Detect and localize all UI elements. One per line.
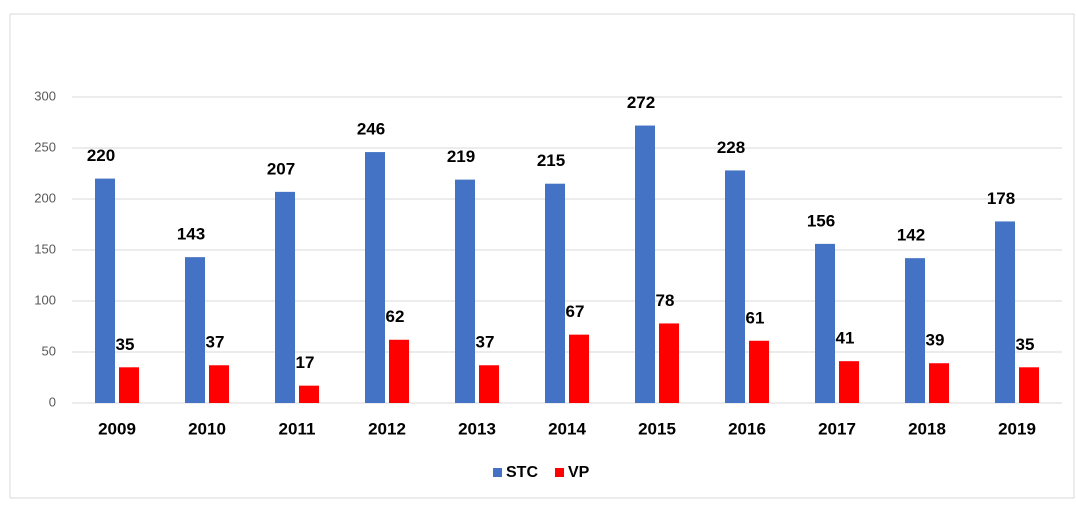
legend-label: STC bbox=[506, 464, 538, 481]
bar bbox=[185, 257, 205, 403]
bar bbox=[209, 365, 229, 403]
bar bbox=[839, 361, 859, 403]
x-tick-label: 2012 bbox=[368, 419, 406, 438]
data-label: 178 bbox=[987, 189, 1015, 208]
x-tick-label: 2010 bbox=[188, 419, 226, 438]
data-label: 156 bbox=[807, 211, 835, 230]
y-tick-label: 300 bbox=[34, 88, 56, 103]
data-label: 17 bbox=[296, 353, 315, 372]
legend-swatch bbox=[555, 468, 564, 477]
bar bbox=[635, 125, 655, 403]
data-label: 62 bbox=[386, 307, 405, 326]
bar bbox=[995, 221, 1015, 403]
data-label: 220 bbox=[87, 146, 115, 165]
data-label: 142 bbox=[897, 226, 925, 245]
data-label: 215 bbox=[537, 151, 565, 170]
bar bbox=[299, 385, 319, 403]
data-label: 37 bbox=[476, 333, 495, 352]
data-label: 67 bbox=[566, 302, 585, 321]
x-tick-label: 2015 bbox=[638, 419, 676, 438]
y-tick-label: 50 bbox=[42, 343, 56, 358]
bar bbox=[749, 340, 769, 403]
x-tick-label: 2013 bbox=[458, 419, 496, 438]
bar bbox=[545, 183, 565, 403]
bar bbox=[905, 258, 925, 403]
x-tick-label: 2018 bbox=[908, 419, 946, 438]
x-tick-label: 2016 bbox=[728, 419, 766, 438]
bar bbox=[95, 178, 115, 403]
data-label: 207 bbox=[267, 159, 295, 178]
bar bbox=[929, 363, 949, 403]
legend-label: VP bbox=[568, 464, 590, 481]
x-tick-label: 2017 bbox=[818, 419, 856, 438]
x-tick-label: 2009 bbox=[98, 419, 136, 438]
bar bbox=[455, 179, 475, 403]
y-tick-label: 250 bbox=[34, 139, 56, 154]
data-label: 39 bbox=[926, 331, 945, 350]
bar bbox=[725, 170, 745, 403]
data-label: 78 bbox=[656, 291, 675, 310]
data-label: 35 bbox=[1016, 335, 1035, 354]
y-tick-label: 0 bbox=[49, 394, 56, 409]
y-tick-label: 200 bbox=[34, 190, 56, 205]
bar bbox=[365, 152, 385, 403]
data-label: 37 bbox=[206, 333, 225, 352]
bar bbox=[815, 243, 835, 403]
bar bbox=[119, 367, 139, 403]
x-tick-label: 2014 bbox=[548, 419, 586, 438]
data-label: 143 bbox=[177, 225, 205, 244]
bar bbox=[275, 191, 295, 403]
y-tick-label: 150 bbox=[34, 241, 56, 256]
bar bbox=[569, 334, 589, 403]
data-label: 35 bbox=[116, 335, 135, 354]
y-tick-label: 100 bbox=[34, 292, 56, 307]
chart-border bbox=[9, 13, 1075, 499]
data-label: 61 bbox=[746, 308, 765, 327]
legend-swatch bbox=[493, 468, 502, 477]
data-label: 219 bbox=[447, 147, 475, 166]
x-tick-label: 2011 bbox=[279, 419, 316, 438]
data-label: 246 bbox=[357, 120, 385, 139]
bar bbox=[479, 365, 499, 403]
data-label: 228 bbox=[717, 138, 745, 157]
bar bbox=[1019, 367, 1039, 403]
bar bbox=[659, 323, 679, 403]
bar bbox=[389, 339, 409, 403]
data-label: 41 bbox=[836, 329, 855, 348]
data-label: 272 bbox=[627, 93, 655, 112]
x-tick-label: 2019 bbox=[998, 419, 1036, 438]
